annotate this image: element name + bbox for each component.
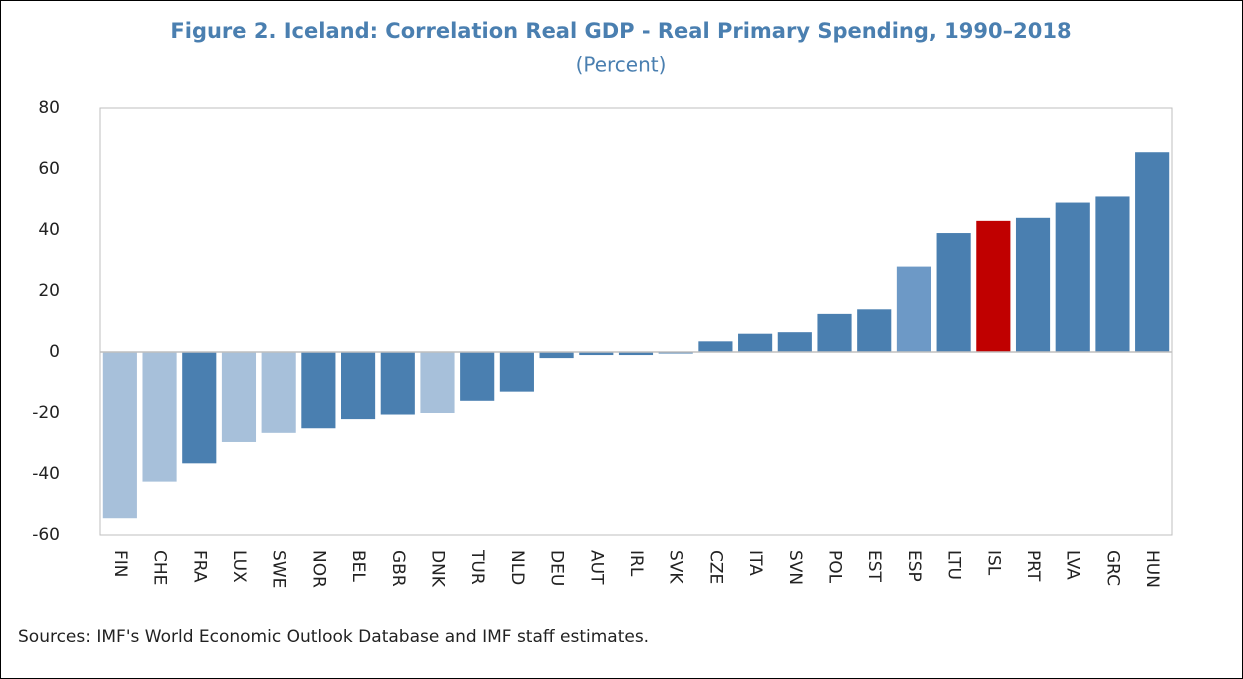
plot-frame <box>99 107 1173 536</box>
bar <box>221 352 257 442</box>
bar <box>658 352 693 354</box>
x-tick-label: FIN <box>110 550 130 578</box>
bar <box>698 341 733 352</box>
chart-title: Figure 2. Iceland: Correlation Real GDP … <box>170 19 1071 43</box>
y-tick-label: 60 <box>38 159 60 179</box>
x-tick-label: DNK <box>427 550 447 588</box>
bar <box>539 352 574 359</box>
x-tick-label: LTU <box>944 550 964 580</box>
y-tick-label: 0 <box>49 342 60 362</box>
chart-subtitle: (Percent) <box>576 53 667 77</box>
bar <box>102 352 137 519</box>
x-tick-label: CZE <box>705 550 725 584</box>
x-tick-label: FRA <box>189 550 209 583</box>
x-tick-label: HUN <box>1142 550 1162 588</box>
bar <box>1095 196 1130 352</box>
bar <box>579 352 614 356</box>
x-tick-label: ITA <box>745 550 765 576</box>
x-tick-label: SWE <box>269 550 289 588</box>
y-tick-label: 20 <box>38 281 60 301</box>
bar <box>738 333 773 352</box>
bar <box>777 332 812 352</box>
y-tick-label: 80 <box>38 98 60 118</box>
x-tick-label: PRT <box>1023 550 1043 582</box>
bar <box>896 266 931 352</box>
bar <box>420 352 455 413</box>
x-tick-label: CHE <box>150 550 170 585</box>
y-tick-label: 40 <box>38 220 60 240</box>
x-tick-label: NLD <box>507 550 527 585</box>
x-tick-label: SVK <box>666 550 686 584</box>
x-tick-label: AUT <box>586 550 606 585</box>
x-tick-label: TUR <box>467 549 487 585</box>
bar <box>1015 217 1051 352</box>
bar <box>499 352 534 392</box>
y-tick-label: -60 <box>32 525 60 545</box>
x-tick-label: NOR <box>308 550 328 588</box>
source-note: Sources: IMF's World Economic Outlook Da… <box>18 627 649 647</box>
x-tick-label: ISL <box>983 550 1003 576</box>
x-tick-label: GBR <box>388 550 408 587</box>
y-tick-label: -40 <box>32 464 60 484</box>
bar <box>142 352 177 482</box>
bar <box>380 352 415 415</box>
bar <box>1055 202 1090 352</box>
x-tick-label: BEL <box>348 550 368 582</box>
x-tick-label: LVA <box>1063 550 1083 580</box>
bar <box>460 352 495 401</box>
bar <box>817 313 852 352</box>
bar <box>618 352 654 356</box>
bar <box>976 220 1011 352</box>
bar <box>857 309 892 352</box>
bar <box>1135 152 1170 352</box>
x-tick-label: LUX <box>229 550 249 583</box>
x-tick-label: ESP <box>904 550 924 582</box>
bar <box>301 352 336 429</box>
bar <box>261 352 296 433</box>
x-tick-label: IRL <box>626 550 646 577</box>
x-tick-label: EST <box>864 550 884 583</box>
x-tick-label: SVN <box>785 550 805 585</box>
x-tick-label: DEU <box>547 550 567 586</box>
bar <box>936 233 971 352</box>
x-tick-label: POL <box>825 550 845 584</box>
y-tick-label: -20 <box>32 403 60 423</box>
bar <box>182 352 217 464</box>
x-tick-label: GRC <box>1102 550 1122 586</box>
bar <box>341 352 376 420</box>
